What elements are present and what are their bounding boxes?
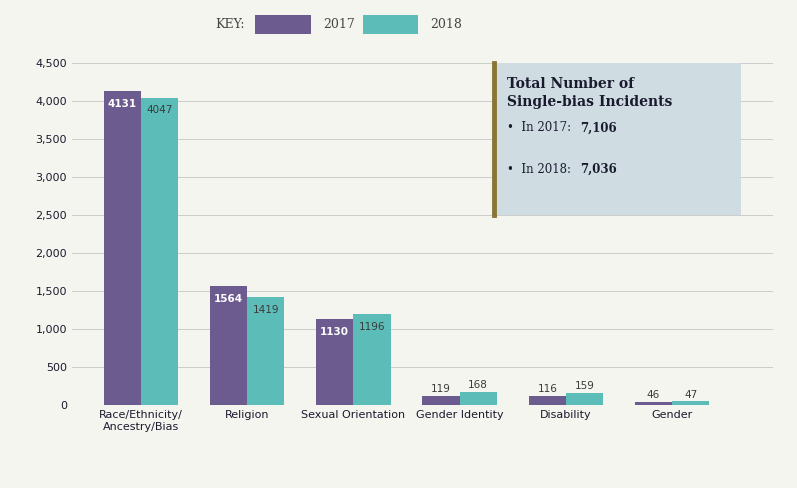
Bar: [528, 396, 566, 405]
Text: 2017: 2017: [323, 18, 355, 31]
Text: 47: 47: [684, 389, 697, 400]
Text: 46: 46: [647, 389, 660, 400]
Bar: [210, 286, 247, 405]
Bar: [104, 91, 141, 405]
Text: 2018: 2018: [430, 18, 462, 31]
Bar: [316, 319, 353, 405]
Text: 1564: 1564: [214, 294, 243, 304]
Text: 1196: 1196: [359, 322, 385, 332]
Text: 7,036: 7,036: [579, 163, 616, 176]
Text: KEY:: KEY:: [215, 18, 245, 31]
Text: 1130: 1130: [320, 327, 349, 337]
Bar: [422, 396, 460, 405]
Bar: [566, 393, 603, 405]
Text: 168: 168: [469, 380, 488, 390]
Bar: [247, 297, 285, 405]
Text: 116: 116: [537, 385, 557, 394]
Text: 1419: 1419: [253, 305, 279, 315]
Bar: [672, 402, 709, 405]
Text: •  In 2018:: • In 2018:: [508, 163, 575, 176]
Bar: [635, 402, 672, 405]
FancyBboxPatch shape: [493, 63, 741, 215]
Text: 7,106: 7,106: [579, 122, 616, 135]
Text: Total Number of
Single-bias Incidents: Total Number of Single-bias Incidents: [508, 77, 673, 109]
Text: •  In 2017:: • In 2017:: [508, 122, 575, 135]
Bar: [141, 98, 178, 405]
Text: 119: 119: [431, 384, 451, 394]
Text: 4047: 4047: [146, 105, 173, 116]
Bar: [460, 392, 497, 405]
Bar: [353, 314, 391, 405]
Text: 4131: 4131: [108, 99, 137, 109]
Text: 159: 159: [575, 381, 595, 391]
